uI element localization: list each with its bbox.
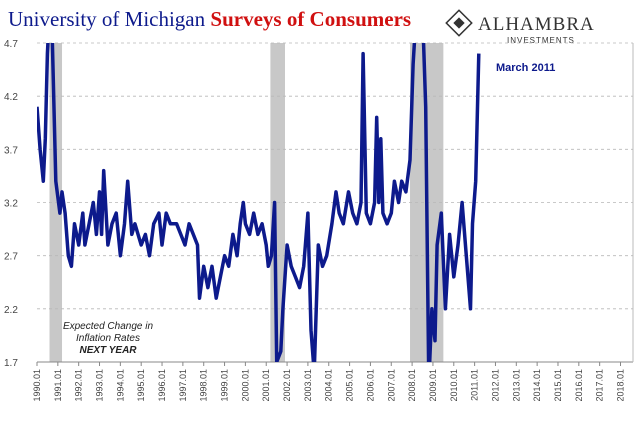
title-main: University of Michigan	[8, 7, 206, 31]
x-tick-label: 2010.01	[449, 369, 459, 402]
x-tick-label: 2008.01	[407, 369, 417, 402]
x-tick-label: 2005.01	[345, 369, 355, 402]
chart-title: University of Michigan Surveys of Consum…	[8, 7, 411, 31]
x-tick-label: 1990.01	[32, 369, 42, 402]
annotation: Expected Change in	[63, 321, 154, 332]
y-tick-label: 4.7	[4, 39, 18, 50]
y-tick-label: 3.7	[4, 145, 18, 156]
annotation: NEXT YEAR	[79, 345, 137, 356]
data-line	[37, 43, 481, 362]
y-tick-label: 2.7	[4, 252, 18, 263]
x-tick-label: 2014.01	[532, 369, 542, 402]
x-tick-label: 1992.01	[74, 369, 84, 402]
x-tick-label: 2003.01	[303, 369, 313, 402]
x-tick-label: 2006.01	[365, 369, 375, 402]
x-tick-label: 1999.01	[220, 369, 230, 402]
x-tick-label: 1998.01	[199, 369, 209, 402]
y-tick-label: 1.7	[4, 358, 18, 369]
title-highlight: Surveys of Consumers	[210, 7, 411, 31]
logo-mark	[445, 9, 473, 37]
y-tick-label: 2.2	[4, 305, 18, 316]
x-tick-label: 2012.01	[490, 369, 500, 402]
y-tick-label: 4.2	[4, 92, 18, 103]
x-tick-label: 2007.01	[386, 369, 396, 402]
x-tick-label: 2009.01	[428, 369, 438, 402]
x-tick-label: 2011.01	[470, 369, 480, 401]
logo-name: ALHAMBRA	[478, 14, 595, 35]
x-tick-label: 2002.01	[282, 369, 292, 402]
x-tick-label: 1991.01	[53, 369, 63, 402]
x-tick-label: 2004.01	[324, 369, 334, 402]
x-tick-label: 1993.01	[95, 369, 105, 402]
logo-mark	[453, 17, 465, 29]
x-tick-label: 1996.01	[157, 369, 167, 402]
logo: ALHAMBRA INVESTMENTS	[445, 9, 595, 45]
x-tick-label: 2000.01	[240, 369, 250, 402]
x-tick-label: 2001.01	[261, 369, 271, 402]
x-tick-label: 2018.01	[615, 369, 625, 402]
annotation: Inflation Rates	[76, 333, 140, 344]
annotation: March 2011	[496, 62, 555, 74]
logo-tagline: INVESTMENTS	[507, 36, 575, 45]
x-tick-label: 2013.01	[511, 369, 521, 402]
x-tick-label: 2017.01	[595, 369, 605, 402]
x-tick-label: 1997.01	[178, 369, 188, 402]
x-tick-label: 2016.01	[574, 369, 584, 402]
x-tick-label: 2015.01	[553, 369, 563, 402]
x-tick-label: 1995.01	[136, 369, 146, 402]
y-tick-label: 3.2	[4, 199, 18, 210]
x-tick-label: 1994.01	[115, 369, 125, 402]
